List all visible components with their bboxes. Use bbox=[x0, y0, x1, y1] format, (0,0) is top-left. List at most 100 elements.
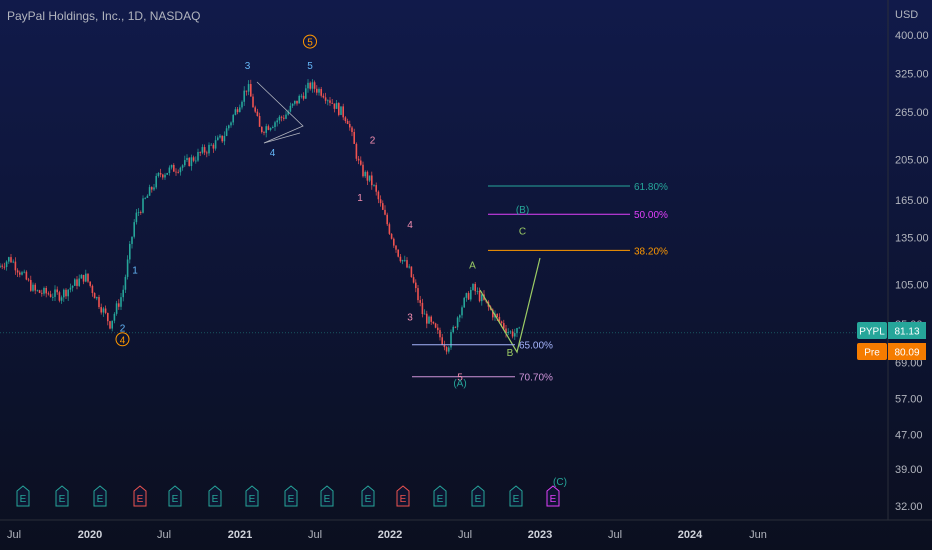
price-badge-value-text: 80.09 bbox=[894, 348, 919, 359]
candle-body bbox=[318, 89, 320, 93]
candle-body bbox=[478, 290, 481, 302]
earnings-marker-label: E bbox=[365, 494, 372, 505]
candle-body bbox=[212, 144, 215, 149]
candle-body bbox=[25, 271, 28, 280]
candle-body bbox=[159, 172, 162, 175]
wave-label: A bbox=[469, 260, 476, 271]
earnings-marker-label: E bbox=[59, 494, 66, 505]
candle-body bbox=[162, 174, 164, 178]
candle-body bbox=[450, 332, 452, 348]
earnings-marker bbox=[509, 485, 523, 507]
earnings-marker-label: E bbox=[212, 494, 219, 505]
candle-body bbox=[47, 293, 50, 295]
candle-body bbox=[364, 171, 366, 177]
candle-body bbox=[426, 313, 428, 324]
candle-body bbox=[30, 280, 32, 291]
candle-body bbox=[41, 292, 43, 294]
earnings-marker bbox=[471, 485, 485, 507]
candle-body bbox=[197, 152, 199, 161]
x-tick-label: 2020 bbox=[78, 529, 102, 541]
candle-body bbox=[472, 283, 474, 290]
candle-body bbox=[140, 212, 142, 213]
candle-body bbox=[395, 245, 397, 250]
candle-body bbox=[3, 266, 6, 268]
candle-body bbox=[206, 152, 208, 154]
candle-body bbox=[322, 95, 325, 98]
candle-body bbox=[27, 279, 30, 281]
candle-body bbox=[401, 260, 404, 262]
candle-body bbox=[214, 140, 217, 149]
wave-label: C bbox=[519, 226, 526, 237]
candle-body bbox=[91, 285, 94, 294]
candle-body bbox=[85, 273, 87, 282]
candle-body bbox=[199, 152, 201, 153]
candle-body bbox=[456, 317, 459, 328]
candle-body bbox=[166, 172, 168, 175]
candle-body bbox=[241, 101, 243, 108]
candle-body bbox=[302, 95, 305, 99]
candle-body bbox=[419, 300, 421, 303]
candle-body bbox=[505, 328, 507, 334]
fib-level-label: 65.00% bbox=[519, 341, 553, 352]
candle-body bbox=[269, 127, 272, 130]
candle-body bbox=[379, 199, 382, 204]
earnings-marker bbox=[245, 485, 259, 507]
candle-body bbox=[76, 279, 78, 286]
candle-body bbox=[93, 293, 96, 299]
candle-body bbox=[21, 272, 23, 275]
candle-body bbox=[287, 111, 289, 115]
candle-body bbox=[351, 127, 353, 133]
candle-body bbox=[430, 316, 432, 322]
wave-label: (B) bbox=[516, 205, 529, 216]
candle-body bbox=[177, 171, 179, 173]
candle-body bbox=[507, 331, 509, 334]
candle-body bbox=[342, 106, 344, 118]
candle-body bbox=[373, 185, 375, 186]
candle-body bbox=[263, 132, 265, 133]
candle-body bbox=[74, 279, 76, 286]
candle-body bbox=[104, 308, 107, 313]
candle-body bbox=[443, 344, 446, 348]
candle-body bbox=[179, 167, 182, 173]
candle-body bbox=[195, 160, 197, 162]
candle-body bbox=[78, 278, 80, 286]
candle-body bbox=[107, 312, 109, 322]
candle-body bbox=[503, 323, 505, 329]
candle-body bbox=[157, 172, 160, 177]
candle-body bbox=[274, 122, 276, 128]
candle-body bbox=[338, 103, 340, 115]
candle-body bbox=[111, 320, 113, 329]
candle-body bbox=[423, 313, 426, 315]
candle-body bbox=[406, 260, 408, 268]
candle-body bbox=[291, 103, 294, 106]
candle-body bbox=[0, 265, 1, 268]
candle-body bbox=[432, 321, 435, 324]
candle-body bbox=[340, 106, 342, 115]
candle-body bbox=[474, 283, 476, 292]
candle-body bbox=[300, 95, 303, 97]
candle-body bbox=[355, 143, 358, 159]
candle-body bbox=[316, 88, 318, 93]
candle-body bbox=[217, 137, 219, 141]
candle-body bbox=[16, 270, 19, 273]
earnings-marker bbox=[133, 485, 147, 507]
candle-body bbox=[346, 120, 349, 124]
price-badge-name-text: PYPL bbox=[859, 327, 885, 338]
candle-body bbox=[181, 165, 184, 168]
y-tick-label: 57.00 bbox=[895, 393, 923, 405]
candle-body bbox=[168, 167, 171, 173]
candle-body bbox=[265, 126, 267, 133]
candle-body bbox=[124, 276, 127, 290]
candle-body bbox=[415, 282, 417, 289]
price-badge-name-text: Pre bbox=[864, 348, 880, 359]
earnings-marker-label: E bbox=[288, 494, 295, 505]
earnings-marker bbox=[55, 485, 69, 507]
wave-label: 1 bbox=[132, 265, 138, 276]
candle-body bbox=[404, 260, 406, 261]
candle-body bbox=[509, 331, 512, 333]
x-tick-label: 2023 bbox=[528, 529, 552, 541]
earnings-marker-label: E bbox=[172, 494, 179, 505]
candle-body bbox=[225, 128, 228, 136]
